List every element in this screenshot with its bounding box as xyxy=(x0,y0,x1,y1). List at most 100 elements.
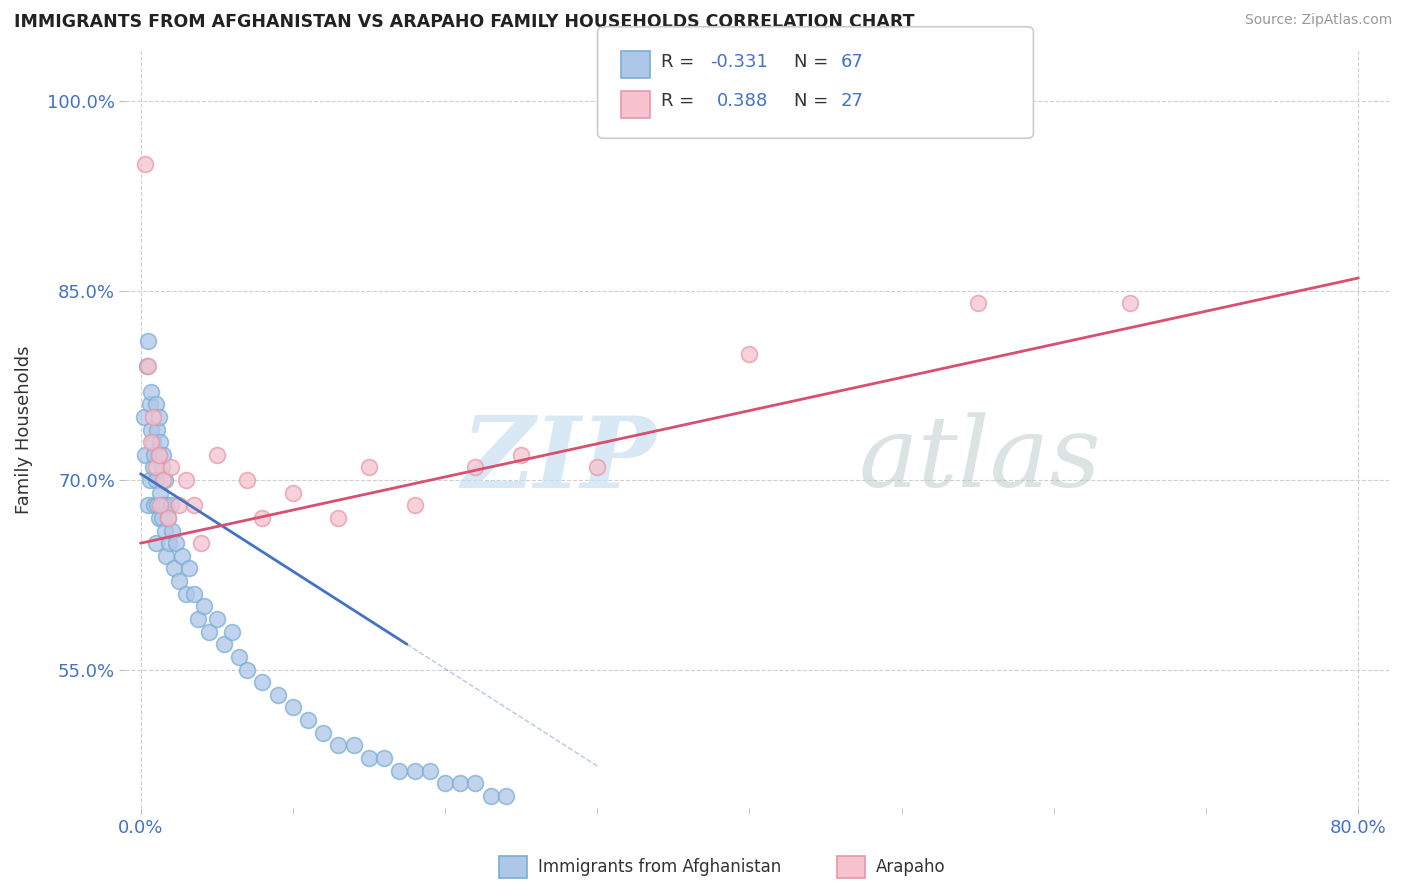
Point xyxy=(464,460,486,475)
Point xyxy=(419,764,441,778)
Point xyxy=(228,649,250,664)
Point xyxy=(464,776,486,790)
Text: 0.388: 0.388 xyxy=(717,92,768,110)
Point xyxy=(153,473,176,487)
Text: Arapaho: Arapaho xyxy=(876,858,946,876)
Point xyxy=(156,511,179,525)
Text: R =: R = xyxy=(661,92,706,110)
Point xyxy=(183,587,205,601)
Point xyxy=(281,700,304,714)
Point xyxy=(141,423,163,437)
Point xyxy=(143,448,166,462)
Point xyxy=(160,499,183,513)
Point xyxy=(388,764,411,778)
Point xyxy=(170,549,193,563)
Text: N =: N = xyxy=(794,92,834,110)
Point xyxy=(434,776,457,790)
Point xyxy=(159,536,181,550)
Point xyxy=(148,448,170,462)
Point xyxy=(149,435,172,450)
Point xyxy=(1119,296,1142,310)
Point xyxy=(343,739,366,753)
Point xyxy=(138,473,160,487)
Point xyxy=(145,397,167,411)
Text: 27: 27 xyxy=(841,92,863,110)
Point xyxy=(404,764,426,778)
Point xyxy=(174,587,197,601)
Point xyxy=(236,473,259,487)
Text: IMMIGRANTS FROM AFGHANISTAN VS ARAPAHO FAMILY HOUSEHOLDS CORRELATION CHART: IMMIGRANTS FROM AFGHANISTAN VS ARAPAHO F… xyxy=(14,13,914,31)
Point xyxy=(142,460,165,475)
Text: Immigrants from Afghanistan: Immigrants from Afghanistan xyxy=(538,858,782,876)
Point xyxy=(152,473,174,487)
Point xyxy=(145,473,167,487)
Point xyxy=(148,448,170,462)
Point xyxy=(495,789,517,803)
Point xyxy=(373,751,395,765)
Point xyxy=(142,435,165,450)
Point xyxy=(449,776,471,790)
Point xyxy=(150,460,173,475)
Point xyxy=(156,511,179,525)
Point xyxy=(252,675,274,690)
Point xyxy=(132,409,155,424)
Point xyxy=(146,423,169,437)
Point xyxy=(179,561,201,575)
Point xyxy=(163,561,186,575)
Text: ZIP: ZIP xyxy=(461,411,657,508)
Point xyxy=(149,499,172,513)
Point xyxy=(738,347,761,361)
Point xyxy=(141,435,163,450)
Point xyxy=(187,612,209,626)
Point xyxy=(205,612,228,626)
Point xyxy=(155,549,177,563)
Point xyxy=(135,359,157,374)
Point xyxy=(160,460,183,475)
Point xyxy=(143,499,166,513)
Point xyxy=(404,499,426,513)
Point xyxy=(252,511,274,525)
Point xyxy=(138,397,160,411)
Point xyxy=(357,751,380,765)
Point xyxy=(221,624,243,639)
Point xyxy=(136,334,159,348)
Point xyxy=(236,663,259,677)
Point xyxy=(145,460,167,475)
Point xyxy=(136,359,159,374)
Text: Source: ZipAtlas.com: Source: ZipAtlas.com xyxy=(1244,13,1392,28)
Point xyxy=(148,409,170,424)
Point xyxy=(148,511,170,525)
Point xyxy=(328,739,350,753)
Point xyxy=(142,409,165,424)
Point xyxy=(312,725,335,739)
Point xyxy=(479,789,502,803)
Text: 67: 67 xyxy=(841,54,863,71)
Point xyxy=(149,485,172,500)
Point xyxy=(357,460,380,475)
Point xyxy=(198,624,221,639)
Point xyxy=(134,157,156,171)
Point xyxy=(205,448,228,462)
Point xyxy=(146,499,169,513)
Point xyxy=(281,485,304,500)
Y-axis label: Family Households: Family Households xyxy=(15,345,32,514)
Point xyxy=(162,524,184,538)
Point xyxy=(152,448,174,462)
Point xyxy=(297,713,319,727)
Point xyxy=(141,384,163,399)
Point xyxy=(510,448,533,462)
Point xyxy=(167,574,190,588)
Point xyxy=(167,499,190,513)
Text: atlas: atlas xyxy=(858,412,1101,508)
Point xyxy=(153,524,176,538)
Point xyxy=(214,637,236,651)
Point xyxy=(328,511,350,525)
Text: -0.331: -0.331 xyxy=(710,54,768,71)
Point xyxy=(136,499,159,513)
Point xyxy=(152,499,174,513)
Point xyxy=(190,536,212,550)
Point xyxy=(155,499,177,513)
Point xyxy=(193,599,215,614)
Text: R =: R = xyxy=(661,54,700,71)
Point xyxy=(586,460,609,475)
